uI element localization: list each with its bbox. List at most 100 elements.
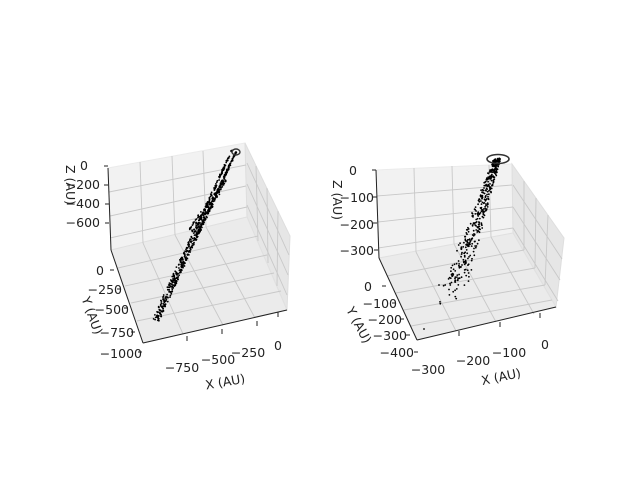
left-point	[201, 213, 204, 216]
right-point	[487, 176, 490, 179]
right-3d-axes: 0 −100 −200 −300 0 −100 −200 −300 −400 −…	[330, 153, 565, 388]
right-point	[466, 269, 469, 272]
right-point	[473, 254, 476, 257]
left-point	[196, 236, 199, 239]
right-point	[478, 231, 481, 234]
right-point	[478, 221, 481, 224]
left-point	[183, 255, 186, 258]
left-z-axis-line	[107, 167, 112, 251]
right-point	[496, 171, 498, 174]
right-point	[484, 200, 487, 202]
left-y-tick-1: −250	[88, 282, 122, 297]
right-point	[487, 172, 489, 175]
left-point	[223, 167, 226, 170]
left-point	[175, 266, 178, 268]
right-point	[481, 227, 484, 229]
left-point	[167, 286, 170, 289]
left-point	[218, 179, 221, 181]
left-point	[167, 284, 170, 286]
left-point	[192, 243, 195, 246]
left-point	[225, 161, 228, 164]
left-point	[186, 247, 188, 250]
right-point	[486, 193, 488, 196]
right-point	[464, 259, 467, 262]
right-point	[454, 280, 456, 282]
right-point	[481, 194, 484, 197]
right-point	[482, 212, 484, 214]
right-point	[485, 187, 488, 190]
left-point	[224, 173, 227, 176]
left-point	[205, 205, 208, 207]
left-point	[166, 286, 169, 289]
right-point	[465, 249, 468, 251]
left-point	[199, 227, 202, 229]
left-point	[185, 259, 187, 262]
left-point	[191, 229, 194, 232]
left-point	[209, 207, 211, 210]
right-point	[465, 243, 468, 246]
right-point	[474, 224, 477, 227]
right-point	[491, 163, 494, 166]
right-point	[450, 270, 452, 273]
right-point	[485, 189, 487, 192]
left-point	[188, 249, 191, 252]
left-point	[198, 228, 201, 231]
left-point	[207, 212, 210, 215]
right-point	[467, 257, 469, 260]
left-z-tick-3: −600	[66, 215, 100, 230]
right-point	[466, 252, 469, 255]
left-point	[178, 263, 180, 266]
left-point	[191, 243, 194, 245]
left-point	[225, 159, 228, 162]
right-point	[478, 198, 480, 201]
right-y-tick-2: −200	[368, 312, 402, 327]
left-point	[178, 274, 181, 277]
left-point	[168, 288, 171, 291]
right-z-tick-2: −200	[340, 217, 374, 232]
left-point	[215, 183, 217, 185]
right-point	[460, 255, 462, 258]
left-point	[206, 216, 208, 219]
left-point	[158, 309, 161, 312]
left-point	[202, 216, 205, 219]
right-point	[460, 253, 463, 256]
right-y-tick-1: −100	[363, 296, 397, 311]
left-y-axis-line	[110, 249, 144, 344]
left-point	[208, 203, 211, 206]
left-point	[164, 296, 167, 299]
right-point	[485, 198, 488, 200]
right-point	[482, 210, 485, 213]
right-point	[471, 224, 474, 227]
right-point	[492, 171, 495, 174]
left-point	[187, 241, 190, 243]
right-point	[491, 183, 494, 186]
right-point	[474, 246, 477, 249]
right-point	[467, 228, 470, 230]
right-point	[473, 233, 475, 235]
right-point	[492, 160, 494, 163]
right-point	[456, 276, 458, 278]
right-point	[472, 222, 475, 225]
right-point	[481, 201, 484, 204]
right-point	[423, 328, 425, 330]
right-point	[478, 217, 481, 220]
right-point	[457, 244, 460, 246]
left-point	[208, 210, 211, 213]
right-point	[492, 180, 495, 182]
right-point	[452, 268, 455, 271]
left-point	[182, 263, 185, 265]
left-point	[188, 254, 190, 256]
left-point	[173, 285, 176, 287]
left-point	[169, 294, 172, 297]
right-point	[467, 230, 470, 233]
left-point	[165, 298, 168, 301]
right-point	[493, 164, 496, 167]
left-point	[230, 160, 233, 163]
right-point	[463, 256, 466, 258]
left-point	[176, 277, 179, 280]
right-point	[492, 176, 495, 179]
right-x-tick-2: −100	[492, 345, 526, 360]
left-point	[210, 194, 213, 197]
left-point	[191, 244, 194, 247]
